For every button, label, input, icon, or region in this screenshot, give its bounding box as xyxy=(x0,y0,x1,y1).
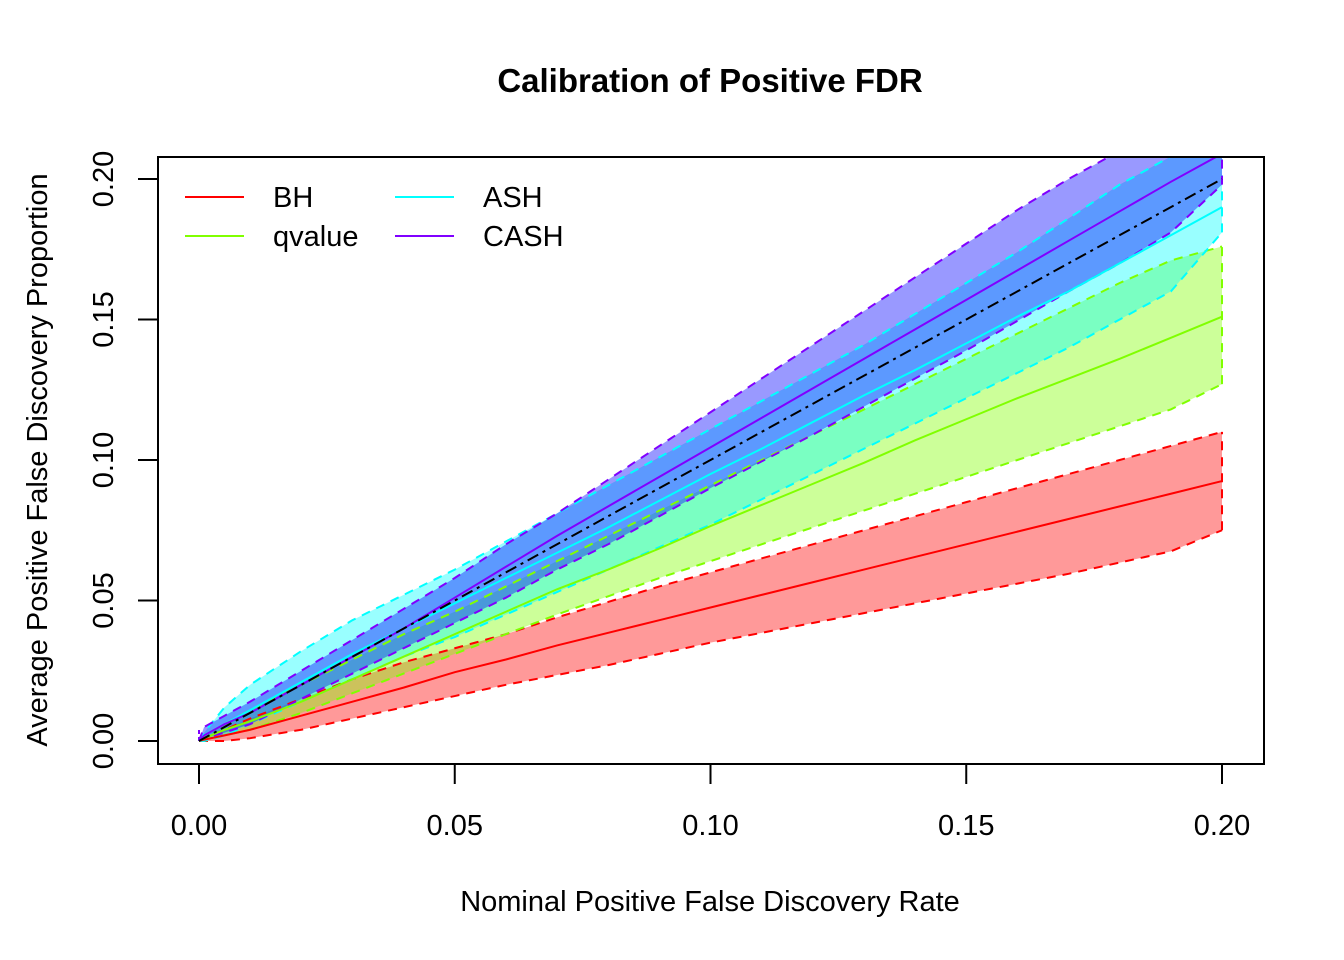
bh-line xyxy=(198,480,1223,742)
qvalue-line xyxy=(198,315,1223,742)
x-tick-label: 0.15 xyxy=(938,810,994,842)
mean-lines xyxy=(198,157,1223,742)
y-axis-label: Average Positive False Discovery Proport… xyxy=(22,173,54,746)
y-tick-label: 0.00 xyxy=(88,713,120,769)
legend-item-cash: CASH xyxy=(395,221,564,253)
legend-label: CASH xyxy=(483,221,564,253)
qvalue-band xyxy=(199,246,1222,741)
x-axis-label: Nominal Positive False Discovery Rate xyxy=(460,886,960,918)
band-boundaries xyxy=(198,157,1223,742)
legend-label: ASH xyxy=(483,182,543,214)
x-tick-label: 0.00 xyxy=(171,810,227,842)
legend-label: BH xyxy=(273,182,313,214)
ash-band xyxy=(199,157,1222,741)
x-tick-label: 0.05 xyxy=(427,810,483,842)
bh-upper-bound xyxy=(198,430,1223,742)
legend-item-ash: ASH xyxy=(395,182,543,214)
chart-title: Calibration of Positive FDR xyxy=(497,62,923,99)
bh-band xyxy=(199,431,1222,741)
qvalue-lower-bound xyxy=(199,383,1223,742)
reference-line-group xyxy=(198,178,1223,742)
y-tick-label: 0.10 xyxy=(88,432,120,488)
reference-line xyxy=(198,178,1223,742)
y-tick-label: 0.15 xyxy=(88,291,120,347)
ash-line xyxy=(198,206,1223,742)
x-tick-label: 0.10 xyxy=(682,810,738,842)
y-tick-label: 0.20 xyxy=(88,151,120,207)
legend-item-qvalue: qvalue xyxy=(185,221,358,253)
cash-lower-bound xyxy=(198,183,1223,742)
cash-band xyxy=(199,157,1222,741)
ash-upper-bound xyxy=(198,157,1173,742)
bh-lower-bound xyxy=(199,529,1223,742)
x-tick-label: 0.20 xyxy=(1194,810,1250,842)
confidence-bands xyxy=(199,157,1222,741)
y-axis: 0.00 0.05 0.10 0.15 0.20 xyxy=(88,151,159,769)
legend-label: qvalue xyxy=(273,221,358,253)
y-tick-label: 0.05 xyxy=(88,572,120,628)
x-axis: 0.00 0.05 0.10 0.15 0.20 xyxy=(171,763,1250,842)
legend: BH qvalue ASH CASH xyxy=(185,182,564,253)
cash-line xyxy=(198,157,1219,742)
ash-lower-bound xyxy=(199,231,1223,742)
cash-upper-bound xyxy=(198,157,1111,742)
legend-item-bh: BH xyxy=(185,182,313,214)
